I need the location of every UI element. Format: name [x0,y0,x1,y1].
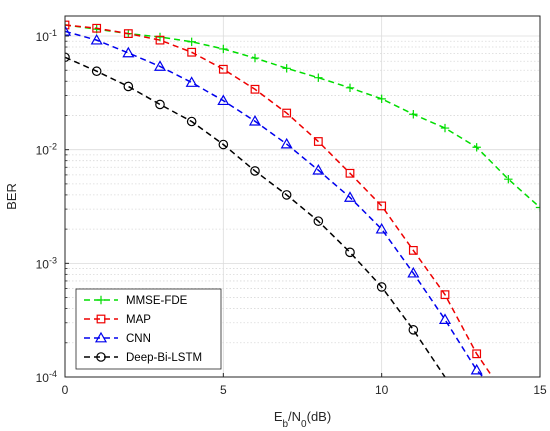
series-mmse-fde [65,20,540,212]
legend-box [75,288,222,370]
data-point-mmse-fde [472,143,481,152]
data-point-map [123,29,133,39]
series-line-mmse-fde [65,24,540,209]
data-point-map [282,108,292,118]
x-tick-label: 10 [375,383,389,397]
y-tick-label: 10-4 [36,369,57,385]
data-point-cnn [343,191,357,202]
plot-frame [64,15,541,378]
data-point-cnn [280,137,293,149]
x-title-main2: /N [288,409,301,424]
data-point-cnn [407,266,420,278]
data-point-map [218,64,228,74]
data-point-map [408,245,418,255]
series-line-map [65,24,494,377]
data-point-mmse-fde [219,44,228,54]
data-point-mmse-fde [187,37,196,46]
x-axis-title: Eb/N0(dB) [274,409,331,430]
y-tick-label: 10-2 [36,142,57,158]
legend-label-cnn: CNN [126,333,151,345]
data-point-mmse-fde [155,32,165,42]
data-point-deep-bi-lstm [281,190,292,200]
data-point-cnn [90,33,103,45]
y-axis-ticks: 10-1 10-2 10-3 10-4 [36,28,69,385]
series-line-deep-bi-lstm [65,56,446,377]
legend-marker-map [96,314,106,324]
legend-label-deep-bi-lstm: Deep-Bi-LSTM [126,352,202,364]
data-point-mmse-fde [282,64,291,73]
x-tick-label: 0 [62,383,69,397]
x-tick-label: 15 [533,383,547,397]
y-tick-label: 10-1 [36,28,57,44]
data-point-mmse-fde [535,203,540,212]
series-cnn [65,25,484,377]
x-title-sub2: 0 [301,419,307,430]
x-title-tail: (dB) [307,409,332,424]
x-title-main1: E [274,409,283,424]
data-point-mmse-fde [409,110,418,119]
data-point-deep-bi-lstm [250,166,260,176]
x-tick-label: 5 [220,383,227,397]
x-axis-ticks: 0 5 10 15 [62,373,547,397]
data-point-map [440,290,450,300]
legend-marker-deep-bi-lstm [96,352,106,362]
data-point-map [187,47,197,57]
data-point-map [155,35,165,45]
data-point-mmse-fde [250,53,260,63]
y-axis-title: BER [4,183,19,210]
x-title-sub1: b [282,419,288,430]
data-point-map [377,201,387,211]
series-layer [65,20,540,377]
data-point-cnn [65,25,72,36]
data-point-cnn [153,60,167,71]
data-point-mmse-fde [314,73,323,82]
data-point-cnn [438,313,452,324]
data-point-mmse-fde [345,83,355,93]
data-point-cnn [248,114,262,126]
data-point-map [472,349,482,359]
data-point-mmse-fde [377,94,386,104]
legend-marker-mmse-fde [96,295,106,305]
legend-label-mmse-fde: MMSE-FDE [126,295,188,307]
data-point-deep-bi-lstm [65,52,70,63]
data-point-map [92,23,102,33]
data-point-map [250,84,260,94]
data-point-map [313,137,323,146]
data-point-deep-bi-lstm [186,116,197,127]
data-point-deep-bi-lstm [91,66,102,77]
data-point-deep-bi-lstm [345,247,355,258]
data-point-cnn [312,163,325,175]
data-point-cnn [122,46,135,58]
data-point-deep-bi-lstm [408,325,419,335]
data-point-cnn [185,76,198,87]
legend: MMSE-FDE MAP CNN Deep-Bi-LSTM [75,288,222,370]
data-point-cnn [375,222,388,234]
data-point-map [345,168,355,178]
data-point-mmse-fde [440,123,450,133]
legend-label-map: MAP [126,314,151,326]
data-point-cnn [470,363,483,375]
data-point-cnn [217,94,230,106]
data-point-deep-bi-lstm [218,139,229,150]
data-point-mmse-fde [504,174,513,184]
legend-marker-cnn [94,331,108,343]
y-tick-label: 10-3 [36,255,57,271]
data-point-deep-bi-lstm [376,282,387,292]
data-point-deep-bi-lstm [123,81,134,92]
series-line-cnn [65,30,484,377]
data-point-deep-bi-lstm [155,99,165,110]
minor-grid [65,40,540,344]
data-point-deep-bi-lstm [313,216,324,226]
series-deep-bi-lstm [65,52,446,377]
